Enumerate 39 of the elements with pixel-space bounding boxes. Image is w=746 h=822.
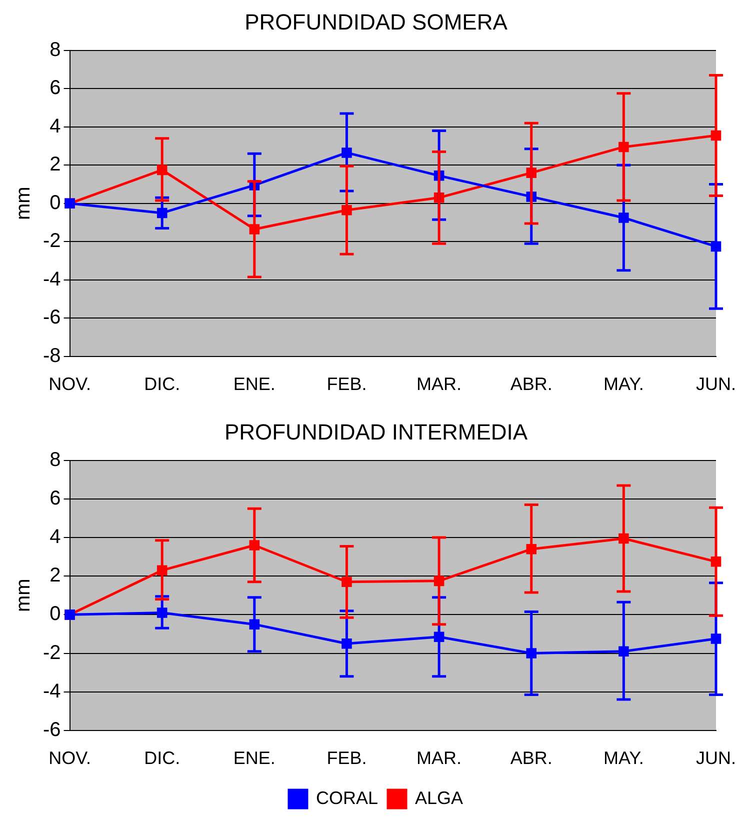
x-tick-label: JUN. — [696, 748, 736, 768]
x-tick-label: MAY. — [604, 374, 644, 394]
x-tick-label: ENE. — [233, 748, 276, 768]
x-tick-label: MAR. — [416, 374, 462, 394]
y-tick-label: -8 — [42, 344, 61, 367]
x-tick-label: JUN. — [696, 374, 736, 394]
x-tick-label: DIC. — [144, 374, 180, 394]
y-tick-label: 8 — [50, 448, 61, 471]
y-tick-label: 6 — [50, 77, 61, 100]
y-axis-title: mm — [12, 186, 35, 220]
x-tick-label: MAR. — [416, 748, 462, 768]
y-axis-title: mm — [12, 578, 35, 612]
x-tick-label: MAY. — [604, 748, 644, 768]
x-tick-label: FEB. — [326, 374, 367, 394]
y-tick-label: -6 — [42, 718, 61, 741]
x-tick-label: FEB. — [326, 748, 367, 768]
y-tick-label: 0 — [50, 192, 61, 214]
y-tick-label: -4 — [42, 680, 61, 702]
x-tick-label: NOV. — [48, 748, 91, 768]
legend-label: CORAL — [316, 788, 378, 808]
x-tick-label: DIC. — [144, 748, 180, 768]
y-tick-label: 2 — [50, 154, 61, 176]
y-tick-label: 4 — [50, 526, 61, 548]
y-tick-label: -2 — [42, 642, 61, 664]
y-tick-label: 0 — [50, 603, 61, 626]
y-tick-label: 4 — [50, 115, 61, 138]
y-tick-label: -4 — [42, 268, 61, 290]
y-tick-label: -2 — [42, 230, 61, 252]
x-tick-label: ABR. — [510, 748, 552, 768]
y-tick-label: 8 — [50, 38, 61, 61]
x-tick-label: ENE. — [233, 374, 276, 394]
y-tick-label: 2 — [50, 564, 61, 587]
chart-title: PROFUNDIDAD INTERMEDIA — [224, 419, 528, 444]
legend-label: ALGA — [414, 788, 464, 808]
y-tick-label: 6 — [50, 487, 61, 510]
chart-title: PROFUNDIDAD SOMERA — [244, 9, 508, 34]
y-tick-label: -6 — [42, 306, 61, 329]
x-tick-label: NOV. — [48, 374, 91, 394]
x-tick-label: ABR. — [510, 374, 552, 394]
